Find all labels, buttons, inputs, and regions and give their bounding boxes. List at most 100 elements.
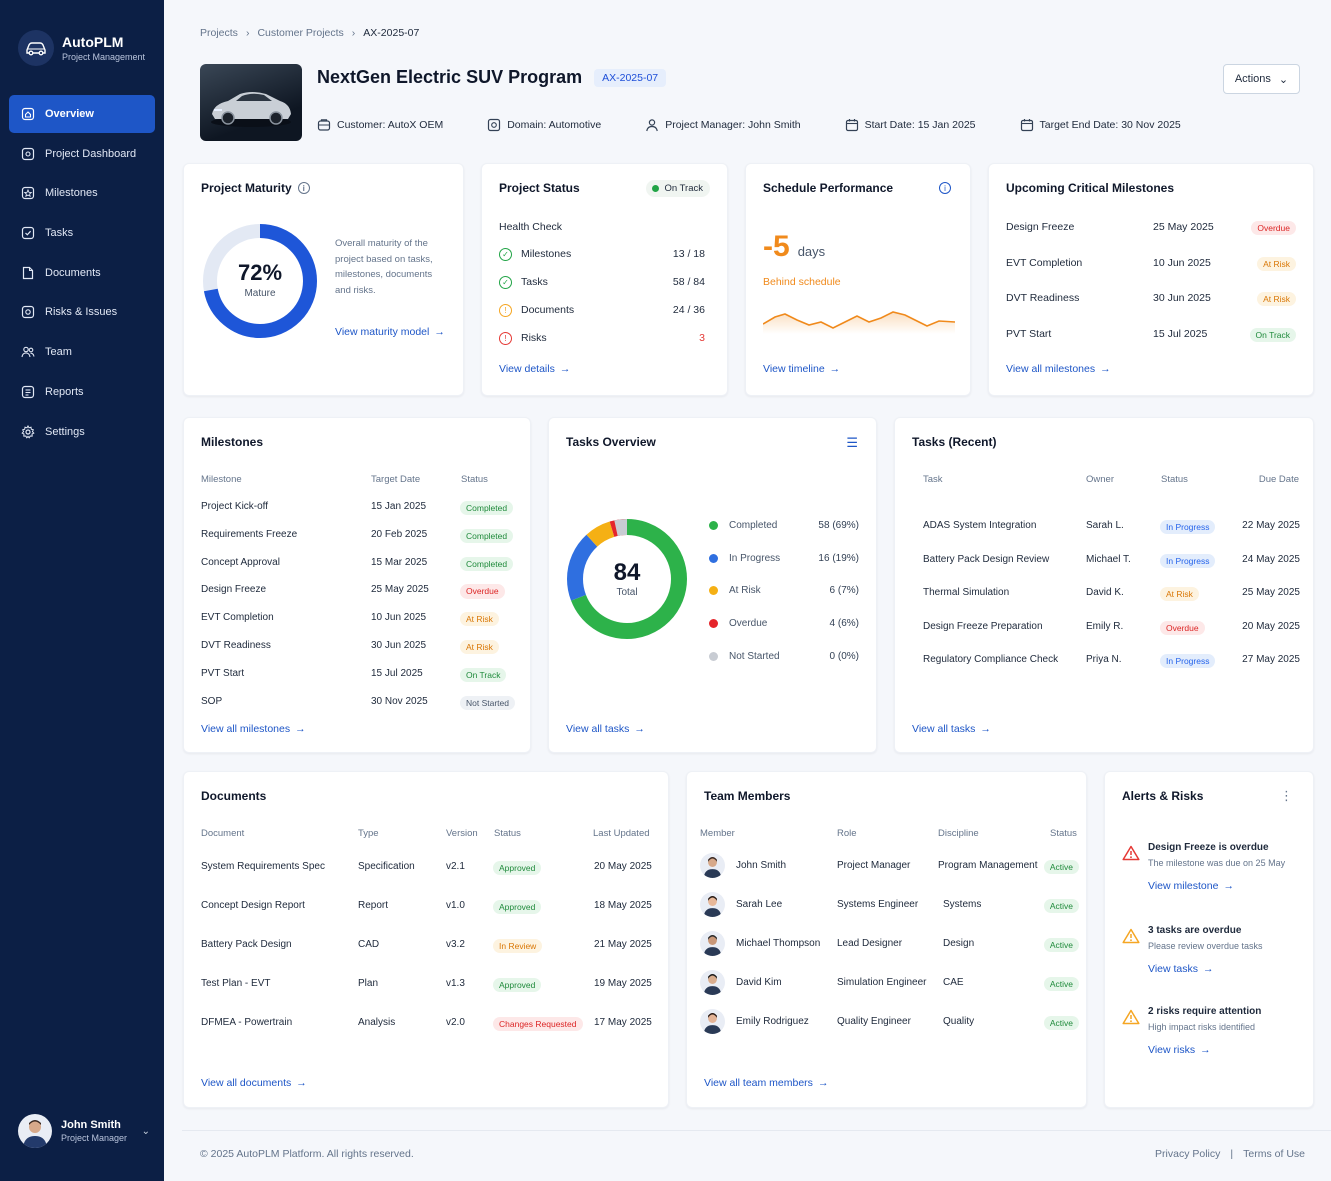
- user-role: Project Manager: [61, 1133, 128, 1143]
- alerts-title: Alerts & Risks: [1122, 789, 1204, 803]
- info-icon[interactable]: i: [939, 182, 951, 194]
- document-type: Specification: [358, 861, 415, 872]
- member-name[interactable]: Emily Rodriguez: [736, 1016, 809, 1027]
- warning-triangle-icon: [1122, 845, 1140, 864]
- milestone-name[interactable]: Design Freeze: [201, 584, 267, 596]
- tasks-total-value: 84: [613, 559, 641, 586]
- task-owner: David K.: [1086, 587, 1124, 598]
- tasks-donut-chart: [567, 519, 687, 639]
- arrow-right-icon: →: [980, 723, 991, 735]
- document-updated: 21 May 2025: [594, 939, 652, 950]
- breadcrumb-projects[interactable]: Projects: [200, 27, 238, 39]
- health-item-value: 3: [699, 332, 705, 344]
- status-badge: Active: [1043, 860, 1079, 875]
- chevron-down-icon[interactable]: ⌄: [141, 1125, 150, 1137]
- view-timeline-link[interactable]: View timeline →: [763, 363, 841, 375]
- alert-link[interactable]: View milestone →: [1148, 880, 1234, 892]
- view-all-documents-link[interactable]: View all documents →: [201, 1077, 307, 1089]
- milestone-name[interactable]: EVT Completion: [201, 612, 274, 624]
- list-view-icon[interactable]: ☰: [846, 435, 858, 450]
- sidebar: AutoPLM Project Management Overview Proje…: [0, 0, 164, 1181]
- view-all-milestones-link[interactable]: View all milestones →: [1006, 363, 1111, 375]
- task-name[interactable]: Design Freeze Preparation: [923, 620, 1043, 632]
- task-name[interactable]: Regulatory Compliance Check: [923, 654, 1059, 665]
- status-badge: On Track: [1249, 327, 1296, 342]
- status-badge: In Review: [493, 939, 543, 954]
- sidebar-item-tasks[interactable]: Tasks: [9, 214, 155, 252]
- breadcrumb-customer-projects[interactable]: Customer Projects: [257, 27, 344, 39]
- document-type: CAD: [358, 939, 380, 950]
- user-card[interactable]: John Smith Project Manager ⌄: [18, 1114, 150, 1148]
- sidebar-item-settings[interactable]: Settings: [9, 413, 155, 451]
- alert-link[interactable]: View risks →: [1148, 1044, 1211, 1056]
- schedule-note: Behind schedule: [763, 276, 841, 288]
- critical-milestone-name[interactable]: Design Freeze: [1006, 221, 1075, 233]
- milestone-name[interactable]: DVT Readiness: [201, 640, 271, 651]
- document-name[interactable]: Test Plan - EVT: [201, 978, 271, 989]
- brand[interactable]: AutoPLM Project Management: [18, 30, 145, 66]
- member-name[interactable]: Sarah Lee: [736, 899, 783, 910]
- view-all-tasks-link[interactable]: View all tasks →: [912, 723, 991, 735]
- critical-milestone-name[interactable]: DVT Readiness: [1006, 292, 1080, 304]
- sidebar-item-label: Overview: [45, 108, 94, 120]
- breadcrumb-separator-icon: ›: [245, 27, 250, 39]
- sidebar-item-reports[interactable]: Reports: [9, 373, 155, 411]
- project-title: NextGen Electric SUV Program: [317, 67, 583, 87]
- actions-dropdown-button[interactable]: Actions ⌄: [1223, 64, 1300, 94]
- task-name[interactable]: Battery Pack Design Review: [923, 553, 1050, 565]
- milestone-name[interactable]: SOP: [201, 695, 223, 707]
- dashboard-icon: [21, 147, 35, 161]
- view-maturity-model-link[interactable]: View maturity model →: [335, 326, 445, 338]
- status-badge: At Risk: [460, 640, 499, 655]
- more-vertical-icon[interactable]: ⋮: [1280, 788, 1293, 803]
- tasks-overview-card: Tasks Overview ☰ 84 Total Completed 58 (6…: [548, 417, 877, 753]
- document-name[interactable]: System Requirements Spec: [201, 861, 325, 872]
- sidebar-item-project-dashboard[interactable]: Project Dashboard: [9, 135, 155, 173]
- document-name[interactable]: Concept Design Report: [201, 900, 305, 911]
- milestone-name[interactable]: Project Kick-off: [201, 501, 269, 512]
- status-circle-icon: ✓: [499, 276, 512, 289]
- alert-description: Please review overdue tasks: [1148, 941, 1263, 951]
- task-name[interactable]: Thermal Simulation: [923, 587, 1010, 598]
- maturity-title-row: Project Maturity i: [201, 181, 310, 195]
- member-name[interactable]: David Kim: [736, 977, 782, 988]
- sidebar-item-team[interactable]: Team: [9, 333, 155, 371]
- milestone-name[interactable]: Requirements Freeze: [201, 528, 298, 540]
- member-name[interactable]: Michael Thompson: [736, 938, 821, 949]
- task-owner: Michael T.: [1086, 553, 1131, 565]
- member-name[interactable]: John Smith: [736, 860, 787, 871]
- terms-of-use-link[interactable]: Terms of Use: [1243, 1148, 1305, 1160]
- project-image: [200, 64, 302, 141]
- legend-value: 6 (7%): [829, 585, 859, 597]
- status-badge: In Progress: [1160, 520, 1216, 535]
- footer-divider: [182, 1130, 1331, 1131]
- view-all-team-link[interactable]: View all team members →: [704, 1077, 829, 1089]
- view-all-tasks-link[interactable]: View all tasks →: [566, 723, 645, 735]
- document-name[interactable]: Battery Pack Design: [201, 939, 292, 950]
- arrow-right-icon: →: [817, 1077, 829, 1089]
- milestone-name[interactable]: Concept Approval: [201, 556, 280, 568]
- critical-milestone-name[interactable]: EVT Completion: [1006, 256, 1083, 269]
- document-updated: 20 May 2025: [594, 861, 652, 872]
- meta-manager-text: Project Manager: John Smith: [665, 119, 801, 131]
- critical-milestone-name[interactable]: PVT Start: [1006, 327, 1052, 340]
- sidebar-item-risks-issues[interactable]: Risks & Issues: [9, 293, 155, 331]
- info-icon[interactable]: i: [297, 182, 310, 194]
- maturity-title: Project Maturity: [201, 181, 292, 195]
- milestone-name[interactable]: PVT Start: [201, 667, 245, 679]
- sidebar-item-milestones[interactable]: Milestones: [9, 174, 155, 212]
- task-name[interactable]: ADAS System Integration: [923, 520, 1037, 531]
- docs-col-status: Status: [494, 828, 521, 839]
- document-name[interactable]: DFMEA - Powertrain: [201, 1017, 293, 1028]
- alert-link[interactable]: View tasks →: [1148, 963, 1214, 975]
- donut-slice-in-progress[interactable]: [567, 519, 687, 639]
- report-icon: [21, 385, 35, 399]
- privacy-policy-link[interactable]: Privacy Policy: [1155, 1148, 1221, 1160]
- meta-customer-text: Customer: AutoX OEM: [337, 119, 444, 131]
- sidebar-item-overview[interactable]: Overview: [9, 95, 155, 133]
- view-all-milestones-link[interactable]: View all milestones →: [201, 723, 306, 735]
- status-title: Project Status: [499, 181, 580, 195]
- sidebar-item-documents[interactable]: Documents: [9, 254, 155, 292]
- chevron-down-icon: ⌄: [1278, 73, 1289, 86]
- view-details-link[interactable]: View details →: [499, 363, 571, 375]
